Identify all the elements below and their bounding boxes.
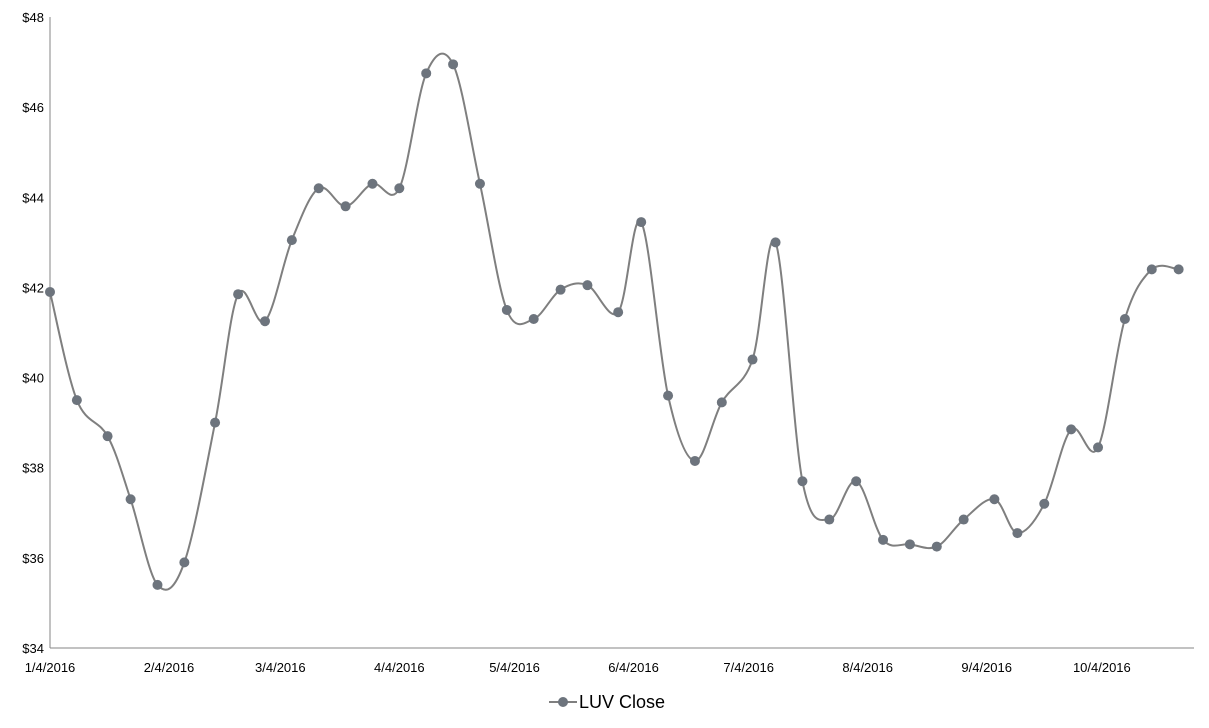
y-tick-label: $40 — [22, 371, 44, 386]
y-tick-label: $36 — [22, 551, 44, 566]
y-tick-label: $44 — [22, 190, 44, 205]
data-point — [71, 395, 82, 406]
data-point — [989, 494, 1000, 505]
y-tick-label: $34 — [22, 641, 44, 656]
series-layer — [45, 52, 1184, 591]
data-point — [689, 455, 700, 466]
y-tick-label: $42 — [22, 280, 44, 295]
x-tick-label: 8/4/2016 — [842, 660, 893, 675]
data-point — [210, 417, 221, 428]
data-point — [179, 557, 190, 568]
y-axis: $34 $36 $38 $40 $42 $44 $46 $48 — [22, 10, 51, 656]
data-point — [747, 354, 758, 365]
data-point — [904, 539, 915, 550]
data-point — [313, 183, 324, 194]
data-point — [1066, 424, 1077, 435]
data-point — [528, 313, 539, 324]
data-point — [555, 284, 566, 295]
data-point — [286, 235, 297, 246]
data-point — [448, 59, 459, 70]
legend-marker-icon — [558, 697, 568, 707]
data-point — [797, 476, 808, 487]
y-tick-label: $38 — [22, 461, 44, 476]
x-tick-label: 1/4/2016 — [25, 660, 76, 675]
x-tick-label: 6/4/2016 — [608, 660, 659, 675]
data-point — [770, 237, 781, 248]
data-point — [1119, 313, 1130, 324]
data-point — [958, 514, 969, 525]
legend: LUV Close — [549, 692, 665, 712]
data-point — [125, 494, 136, 505]
data-point — [851, 476, 862, 487]
data-point — [824, 514, 835, 525]
data-point — [636, 217, 647, 228]
data-point — [716, 397, 727, 408]
data-point — [45, 286, 55, 297]
data-point — [613, 307, 624, 318]
data-point — [102, 431, 113, 442]
data-point — [259, 316, 270, 327]
x-tick-label: 9/4/2016 — [961, 660, 1012, 675]
legend-label: LUV Close — [579, 692, 665, 712]
x-tick-label: 3/4/2016 — [255, 660, 306, 675]
x-tick-label: 5/4/2016 — [489, 660, 540, 675]
data-point — [421, 68, 432, 79]
y-tick-label: $48 — [22, 10, 44, 25]
data-point — [1173, 264, 1184, 275]
x-tick-label: 10/4/2016 — [1073, 660, 1131, 675]
x-axis: 1/4/2016 2/4/2016 3/4/2016 4/4/2016 5/4/2016… — [25, 647, 1194, 675]
data-point — [1093, 442, 1104, 453]
data-point — [1039, 498, 1050, 509]
data-point — [663, 390, 674, 401]
data-point — [878, 534, 889, 545]
x-tick-label: 7/4/2016 — [723, 660, 774, 675]
data-point — [367, 178, 378, 189]
data-point — [233, 289, 244, 300]
data-point — [474, 178, 485, 189]
x-tick-label: 4/4/2016 — [374, 660, 425, 675]
data-point — [340, 201, 351, 212]
series-line-luv-close — [49, 52, 1179, 591]
data-point — [931, 541, 942, 552]
data-point — [394, 183, 405, 194]
data-point — [1146, 264, 1157, 275]
data-point — [1012, 528, 1023, 539]
x-tick-label: 2/4/2016 — [144, 660, 195, 675]
data-point — [582, 280, 593, 291]
data-point — [152, 579, 163, 590]
data-point — [501, 304, 512, 315]
y-tick-label: $46 — [22, 100, 44, 115]
